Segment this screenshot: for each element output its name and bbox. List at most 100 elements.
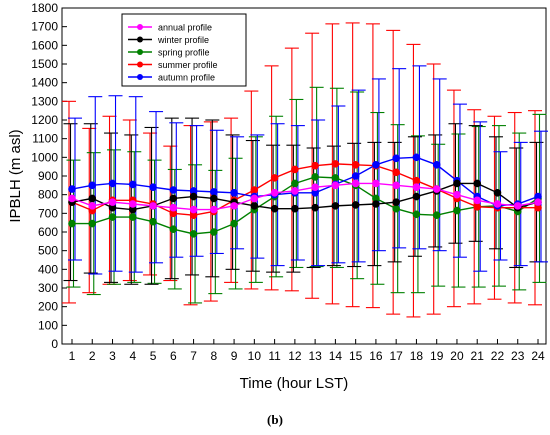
x-tick-label: 13 — [308, 349, 322, 363]
x-tick-label: 9 — [231, 349, 238, 363]
y-tick-label: 500 — [38, 244, 58, 258]
data-point — [331, 160, 340, 168]
data-point — [128, 180, 137, 189]
legend-marker — [137, 61, 143, 68]
y-tick-label: 1500 — [31, 57, 58, 71]
y-tick-label: 400 — [38, 262, 58, 276]
axes: 0 100 200 300 400 500 600 700 800 900 1000 1100 1200… — [31, 1, 547, 363]
series-line — [71, 182, 539, 211]
y-tick-label: 800 — [38, 188, 58, 202]
data-point — [270, 204, 279, 213]
x-tick-label: 17 — [389, 349, 403, 363]
legend-label: spring profile — [158, 48, 210, 58]
data-point — [392, 198, 400, 206]
x-tick-label: 18 — [410, 349, 424, 363]
data-point — [311, 173, 319, 181]
x-tick-label: 5 — [150, 349, 157, 363]
data-point — [88, 202, 97, 210]
data-point — [270, 174, 279, 182]
data-point — [230, 219, 238, 228]
x-tick-label: 21 — [471, 349, 485, 363]
data-point — [412, 192, 421, 201]
data-point — [149, 217, 157, 226]
x-tick-label: 1 — [69, 349, 76, 363]
legend-label: autumn profile — [158, 73, 215, 83]
x-tick-label: 12 — [288, 349, 302, 363]
data-point — [291, 165, 299, 174]
series-points — [68, 153, 542, 238]
data-point — [453, 190, 461, 199]
data-point — [128, 200, 137, 208]
x-tick-label: 3 — [109, 349, 116, 363]
data-point — [372, 161, 380, 169]
data-point — [392, 168, 400, 177]
data-point — [412, 210, 421, 219]
data-point — [210, 205, 218, 214]
y-tick-label: 1300 — [31, 94, 58, 108]
axis-labels: Time (hour LST) IPBLH (m asl) — [7, 129, 348, 392]
data-point — [291, 204, 299, 213]
y-tick-label: 300 — [38, 281, 58, 295]
data-point — [169, 225, 178, 233]
legend-marker — [137, 36, 143, 43]
y-tick-label: 1800 — [31, 1, 58, 15]
legend-label: annual profile — [158, 23, 212, 33]
data-point — [270, 189, 279, 197]
y-tick-label: 700 — [38, 206, 58, 220]
x-tick-label: 15 — [349, 349, 363, 363]
data-point — [68, 219, 76, 228]
x-tick-label: 24 — [531, 349, 545, 363]
data-point — [230, 202, 238, 210]
data-point — [189, 205, 198, 214]
data-point — [230, 189, 238, 197]
x-tick-label: 22 — [491, 349, 505, 363]
data-point — [189, 230, 198, 238]
legend-marker — [137, 24, 143, 30]
data-point — [412, 176, 421, 185]
data-point — [108, 198, 117, 206]
data-point — [331, 202, 340, 210]
data-point — [412, 153, 421, 162]
data-point — [432, 211, 441, 219]
data-point — [250, 186, 259, 194]
data-point — [351, 179, 360, 188]
data-point — [453, 206, 461, 215]
y-tick-label: 1700 — [31, 20, 58, 34]
data-point — [210, 228, 218, 236]
y-axis-label: IPBLH (m asl) — [7, 129, 24, 222]
data-point — [473, 203, 482, 211]
data-point — [432, 161, 441, 169]
data-point — [513, 202, 522, 210]
data-point — [412, 183, 421, 191]
data-point — [453, 179, 461, 188]
data-point — [68, 185, 76, 193]
x-tick-label: 23 — [511, 349, 525, 363]
series-lines — [71, 156, 539, 235]
data-point — [311, 183, 319, 191]
x-tick-label: 10 — [248, 349, 262, 363]
data-point — [331, 174, 340, 182]
x-tick-label: 16 — [369, 349, 383, 363]
y-tick-label: 1200 — [31, 113, 58, 127]
x-tick-label: 19 — [430, 349, 444, 363]
data-point — [210, 188, 218, 196]
x-axis-label: Time (hour LST) — [240, 375, 349, 392]
y-tick-label: 100 — [38, 318, 58, 332]
x-tick-label: 6 — [170, 349, 177, 363]
y-tick-label: 1600 — [31, 38, 58, 52]
data-point — [311, 161, 319, 170]
legend-marker — [137, 49, 143, 55]
data-point — [351, 201, 360, 209]
y-tick-label: 1400 — [31, 76, 58, 90]
x-tick-label: 7 — [190, 349, 197, 363]
y-tick-label: 1000 — [31, 150, 58, 164]
data-point — [88, 181, 97, 190]
data-point — [432, 185, 441, 193]
y-tick-label: 1100 — [32, 132, 58, 146]
legend-marker — [137, 74, 143, 80]
data-point — [372, 179, 380, 188]
data-point — [331, 181, 340, 190]
data-point — [128, 213, 137, 221]
data-point — [68, 194, 76, 203]
